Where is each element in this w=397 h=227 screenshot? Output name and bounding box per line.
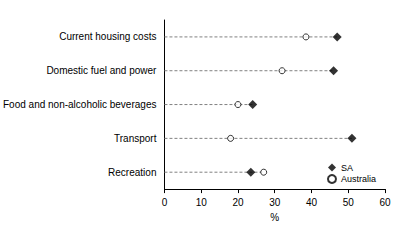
svg-text:Domestic fuel and power: Domestic fuel and power xyxy=(46,65,157,76)
svg-text:Food and non-alcoholic beverag: Food and non-alcoholic beverages xyxy=(3,99,156,110)
svg-text:%: % xyxy=(270,212,279,223)
svg-text:0: 0 xyxy=(162,197,168,208)
svg-text:40: 40 xyxy=(306,197,318,208)
svg-text:Recreation: Recreation xyxy=(108,167,156,178)
svg-text:60: 60 xyxy=(379,197,391,208)
svg-text:Current housing costs: Current housing costs xyxy=(59,31,156,42)
svg-text:SA: SA xyxy=(341,163,353,173)
svg-text:Australia: Australia xyxy=(341,174,376,184)
svg-text:50: 50 xyxy=(343,197,355,208)
svg-text:30: 30 xyxy=(269,197,281,208)
svg-text:20: 20 xyxy=(232,197,244,208)
svg-text:Transport: Transport xyxy=(114,133,157,144)
svg-text:10: 10 xyxy=(196,197,208,208)
